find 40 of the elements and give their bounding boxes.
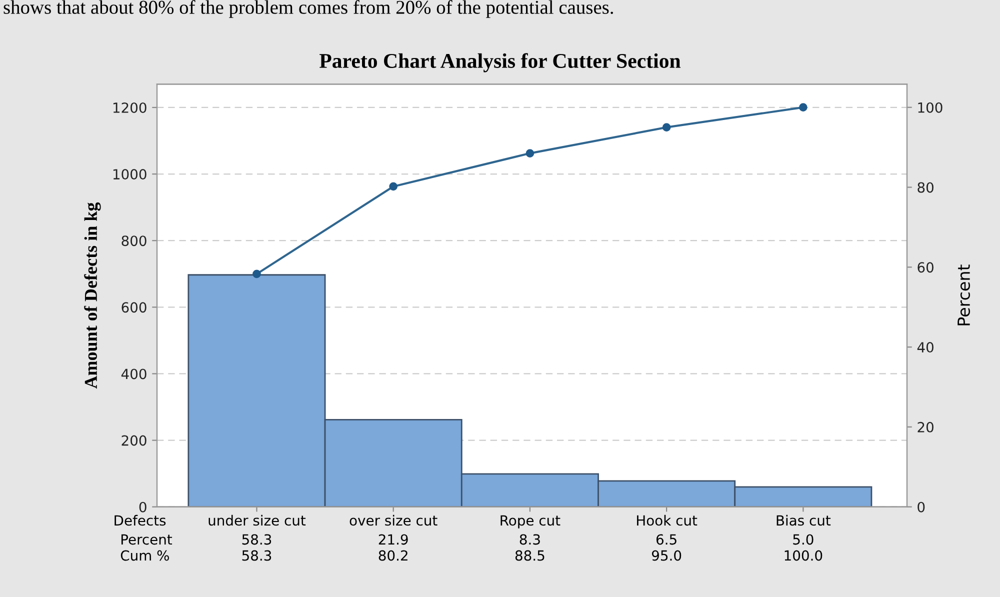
text: 58.3 (242, 534, 272, 545)
point (389, 182, 398, 191)
y-tick-label: 1200 (113, 102, 146, 113)
point (526, 149, 534, 158)
y2-axis-title: Percent (958, 264, 970, 326)
y2-tick-label: 80 (918, 182, 934, 193)
data-label: 95.0 (652, 550, 682, 561)
data-label: 58.3 (242, 550, 272, 561)
y-tick-label: 0 (139, 502, 146, 512)
x-tick-label: Hook cut (637, 514, 698, 526)
text: 8.3 (520, 534, 540, 545)
y2-tick-label: 40 (917, 342, 934, 353)
x-axis-title: Defects (114, 514, 166, 526)
point (252, 270, 261, 278)
data-label: 80.2 (378, 550, 408, 561)
x-tick-label: over size cut (350, 514, 438, 526)
x-tick-label: Rope cut (500, 515, 560, 528)
y-tick-label: 1000 (113, 169, 146, 180)
text: 5.0 (793, 534, 814, 545)
data-label: 100.0 (784, 550, 822, 561)
data-label: 88.5 (515, 550, 544, 561)
y2-tick-label: 20 (918, 422, 934, 432)
point (799, 103, 808, 112)
y-tick-label: 400 (121, 368, 146, 380)
x-tick-label: Bias cut (776, 514, 831, 526)
text: shows that about 80% of the problem comes from 20% of the potential causes. (4, 0, 613, 18)
y-tick-label: 600 (122, 302, 146, 313)
y-tick-label: 200 (122, 435, 146, 446)
text: 6.5 (656, 534, 676, 545)
text: Percent (121, 534, 172, 545)
y-axis-title: Amount of Defects in kg (84, 202, 101, 389)
chart-title: Pareto Chart Analysis for Cutter Section (320, 53, 681, 72)
y2-tick-label: 60 (918, 262, 934, 273)
text: Cum % (120, 550, 169, 561)
y2-tick-label: 0 (918, 502, 925, 512)
point (662, 123, 671, 132)
text: 21.9 (378, 534, 408, 545)
y2-tick-label: 100 (918, 102, 942, 113)
y-tick-label: 800 (122, 236, 146, 246)
x-tick-label: under size cut (208, 514, 306, 526)
